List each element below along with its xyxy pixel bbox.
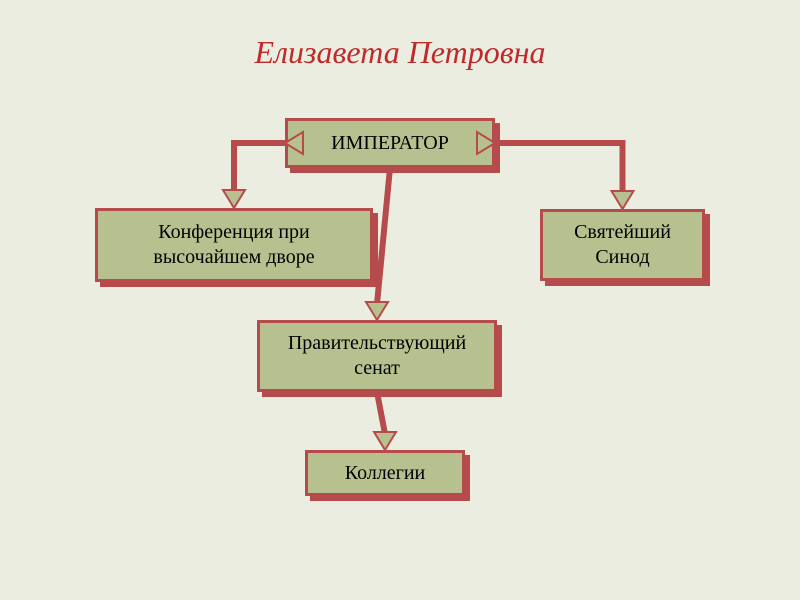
node-synod: Святейший Синод	[540, 209, 705, 281]
node-emperor: ИМПЕРАТОР	[285, 118, 495, 168]
connectors-layer	[0, 0, 800, 600]
node-senate: Правительствующий сенат	[257, 320, 497, 392]
node-collegia: Коллегии	[305, 450, 465, 496]
node-conference: Конференция при высочайшем дворе	[95, 208, 373, 282]
diagram-title: Елизавета Петровна	[0, 34, 800, 71]
